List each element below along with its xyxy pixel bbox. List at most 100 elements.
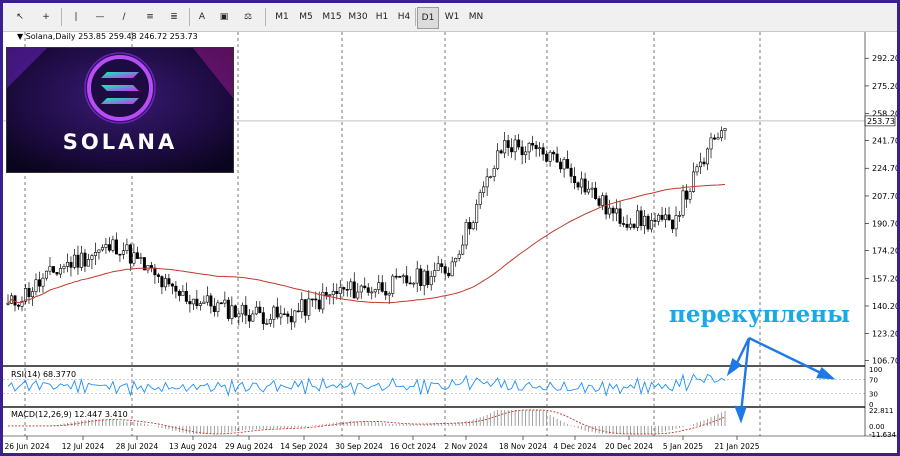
candle-body [139, 257, 143, 259]
candle-body [118, 253, 122, 256]
annotation-label: перекуплены [669, 301, 851, 328]
crosshair-icon[interactable]: + [42, 12, 50, 22]
candle-body [601, 195, 605, 206]
candle-body [331, 291, 335, 296]
candle-body [709, 137, 713, 150]
price-tick-label: 207.70 [872, 192, 897, 201]
candle-body [195, 298, 199, 306]
candle-body [132, 252, 136, 264]
candle-body [632, 223, 636, 228]
candle-body [422, 270, 426, 287]
candle-body [503, 140, 507, 154]
date-tick-label: 2 Nov 2024 [444, 442, 487, 451]
candle-body [524, 151, 528, 156]
candle-body [286, 313, 290, 317]
symbol-info: ▼ Solana,Daily 253.85 259.48 246.72 253.… [17, 32, 198, 41]
candle-body [6, 303, 10, 305]
solana-logo: SOLANA [6, 47, 234, 173]
date-tick-label: 13 Aug 2024 [169, 442, 217, 451]
candle-body [720, 130, 724, 139]
candle-body [478, 192, 482, 205]
price-chart[interactable]: 292.20 275.20 258.20 241.70 224.70 207.70 190.… [3, 32, 897, 453]
price-tick-label: 275.20 [872, 82, 897, 91]
date-axis: 26 Jun 2024 12 Jul 2024 28 Jul 2024 13 Aug … [4, 436, 760, 451]
candle-body [352, 281, 356, 299]
candle-body [475, 204, 479, 223]
timeframe-d1-button[interactable]: D1 [417, 7, 439, 29]
vertical-line-icon[interactable]: | [74, 12, 78, 22]
timeframe-m1-button[interactable]: M1 [275, 12, 289, 22]
candle-body [401, 275, 405, 278]
timeframe-m15-button[interactable]: M15 [322, 12, 342, 22]
candle-body [471, 222, 475, 230]
timeframe-mn-button[interactable]: MN [468, 12, 484, 22]
candle-body [170, 283, 174, 287]
candle-body [349, 281, 353, 290]
candle-body [163, 278, 167, 288]
collapse-triangle-icon[interactable]: ▼ [17, 32, 24, 41]
timeframe-h1-button[interactable]: H1 [375, 12, 389, 22]
candle-body [359, 285, 363, 293]
candle-body [223, 299, 227, 304]
candle-body [653, 220, 657, 222]
candle-body [643, 215, 647, 227]
trendline-icon[interactable]: ∕ [122, 12, 126, 22]
candle-body [667, 214, 671, 221]
candle-body [482, 186, 486, 193]
candle-body [282, 313, 286, 316]
candle-body [366, 287, 370, 293]
fibonacci-icon[interactable]: ≣ [170, 12, 178, 22]
equidistant-channel-icon[interactable]: ≡ [146, 12, 154, 22]
timeframe-w1-button[interactable]: W1 [444, 12, 460, 22]
price-tick-label: 224.70 [872, 164, 897, 173]
timeframe-h4-button[interactable]: H4 [397, 12, 411, 22]
candle-body [370, 291, 374, 294]
candle-body [562, 159, 566, 170]
candle-body [464, 222, 468, 246]
date-tick-label: 14 Sep 2024 [280, 442, 328, 451]
candle-body [209, 295, 213, 307]
text-icon[interactable]: A [198, 12, 206, 22]
timeframe-m5-button[interactable]: M5 [299, 12, 313, 22]
candle-body [702, 161, 706, 165]
candle-body [398, 276, 402, 278]
macd-indicator-label: MACD(12,26,9) 12.447 3.410 [11, 410, 128, 419]
candle-body [688, 191, 692, 200]
cursor-icon[interactable]: ↖ [16, 12, 24, 22]
candle-body [587, 188, 591, 193]
shapes-icon[interactable]: ⚖ [243, 12, 253, 22]
candle-body [636, 210, 640, 228]
annotation-arrows [726, 336, 836, 424]
candle-body [646, 215, 650, 230]
timeframe-m30-button[interactable]: M30 [348, 12, 368, 22]
candle-body [76, 254, 80, 268]
date-tick-label: 16 Oct 2024 [390, 442, 437, 451]
candle-body [104, 244, 108, 248]
text-label-icon[interactable]: ▣ [219, 12, 229, 22]
candle-body [345, 288, 349, 291]
candle-body [83, 252, 87, 267]
candle-body [356, 291, 360, 299]
toolbar: ↖ + | — ∕ ≡ ≣ A ▣ ⚖ M1 M5 M15 M30 H1 H4 … [3, 3, 897, 32]
rsi-line [7, 373, 726, 397]
candle-body [181, 290, 185, 296]
chart-area[interactable]: 292.20 275.20 258.20 241.70 224.70 207.70 190.… [3, 32, 897, 453]
candle-body [72, 254, 76, 268]
horizontal-line-icon[interactable]: — [95, 12, 105, 22]
macd-level-label: 0.00 [869, 423, 885, 431]
candle-body [506, 140, 510, 148]
date-tick-label: 28 Jul 2024 [116, 442, 159, 451]
candle-body [65, 261, 69, 267]
candle-body [363, 285, 367, 289]
candle-body [457, 253, 461, 259]
macd-level-label: 22.811 [869, 407, 894, 415]
candle-body [527, 142, 531, 153]
candle-body [608, 207, 612, 215]
macd-signal-line [8, 409, 726, 435]
candle-body [279, 313, 283, 318]
logo-text: SOLANA [62, 130, 178, 154]
candle-body [580, 178, 584, 188]
candle-body [485, 176, 489, 188]
rsi-level-label: 30 [869, 391, 878, 399]
current-price-label: 253.73 [867, 117, 895, 126]
